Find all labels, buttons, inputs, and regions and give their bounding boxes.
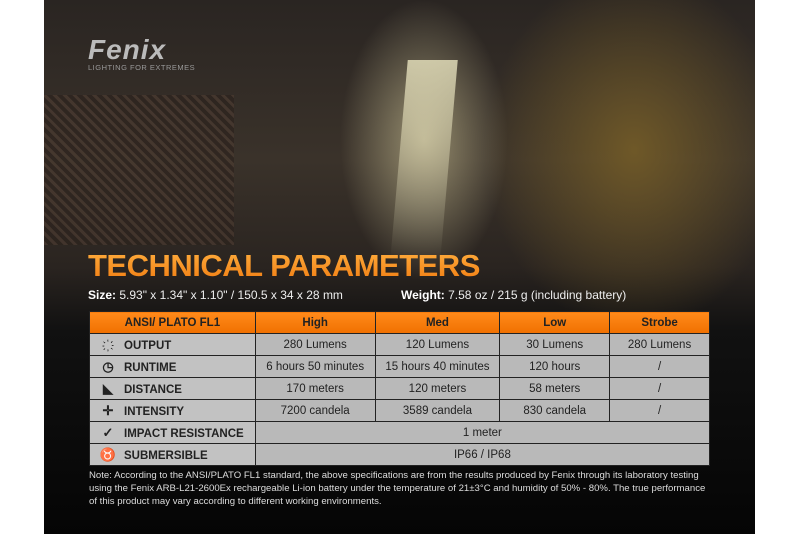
table-row: ✛ INTENSITY 7200 candela 3589 candela 830 ca…: [89, 399, 710, 422]
table-cell: 120 meters: [374, 377, 501, 400]
row-label-text: OUTPUT: [124, 340, 172, 352]
row-label-text: SUBMERSIBLE: [124, 449, 208, 462]
table-row: ✓ IMPACT RESISTANCE 1 meter: [89, 421, 711, 444]
table-cell: 170 meters: [254, 377, 376, 400]
page-title: TECHNICAL PARAMETERS: [88, 248, 480, 283]
row-label: ✓ IMPACT RESISTANCE: [89, 421, 256, 444]
table-cell: /: [609, 355, 710, 378]
table-cell: /: [609, 377, 710, 400]
table-cell: /: [609, 399, 710, 422]
header-standard: ANSI/ PLATO FL1: [89, 311, 256, 334]
table-cell: IP66 / IP68: [254, 443, 711, 466]
distance-icon: ◣: [103, 380, 113, 396]
table-cell: 1 meter: [254, 421, 711, 444]
footnote: Note: According to the ANSI/PLATO FL1 st…: [89, 470, 706, 507]
submersible-icon: ♉: [99, 446, 117, 462]
hero-image: Fenix LIGHTING FOR EXTREMES TECHNICAL PAR…: [44, 0, 755, 534]
row-label: ✛ INTENSITY: [89, 399, 256, 422]
table-row: ♉ SUBMERSIBLE IP66 / IP68: [89, 443, 711, 466]
table-cell: 3589 candela: [374, 399, 501, 422]
table-cell: 830 candela: [499, 399, 611, 422]
clock-icon: ◷: [102, 358, 114, 374]
row-label: ◷ RUNTIME: [89, 355, 256, 378]
header-low: Low: [499, 311, 611, 334]
table-cell: 30 Lumens: [499, 333, 611, 356]
table-cell: 120 hours: [499, 355, 611, 378]
table-cell: 120 Lumens: [374, 333, 501, 356]
header-med: Med: [374, 311, 501, 334]
table-cell: 7200 candela: [254, 399, 376, 422]
table-cell: 15 hours 40 minutes: [374, 355, 501, 378]
row-label-text: INTENSITY: [124, 405, 185, 418]
background-grate: [44, 95, 234, 245]
row-label-text: DISTANCE: [124, 383, 182, 396]
table-cell: 58 meters: [499, 377, 611, 400]
table-cell: 280 Lumens: [609, 333, 710, 356]
fenix-logo: Fenix LIGHTING FOR EXTREMES: [88, 34, 196, 72]
row-label: ◣ DISTANCE: [89, 377, 256, 400]
table-header: ANSI/ PLATO FL1 High Med Low Strobe: [89, 311, 710, 334]
table-cell: 6 hours 50 minutes: [254, 355, 376, 378]
row-label: ♉ SUBMERSIBLE: [89, 443, 256, 466]
weight-spec: Weight: 7.58 oz / 215 g (including batte…: [401, 288, 627, 302]
size-spec: Size: 5.93" x 1.34" x 1.10" / 150.5 x 34…: [88, 288, 343, 302]
spec-table: ANSI/ PLATO FL1 High Med Low Strobe ҉ OUT…: [89, 311, 711, 466]
table-row: ◷ RUNTIME 6 hours 50 minutes 15 hours 40 mi…: [89, 355, 710, 378]
flashlight-beam: [390, 60, 458, 260]
intensity-icon: ✛: [102, 402, 114, 418]
row-label-text: IMPACT RESISTANCE: [124, 427, 244, 440]
table-cell: 280 Lumens: [254, 333, 376, 356]
row-label: ҉ OUTPUT: [89, 333, 256, 356]
table-row: ◣ DISTANCE 170 meters 120 meters 58 meters /: [89, 377, 710, 400]
output-icon: ҉: [98, 337, 118, 352]
row-label-text: RUNTIME: [124, 361, 177, 374]
header-strobe: Strobe: [609, 311, 710, 334]
impact-icon: ✓: [102, 424, 114, 440]
header-high: High: [254, 311, 376, 334]
